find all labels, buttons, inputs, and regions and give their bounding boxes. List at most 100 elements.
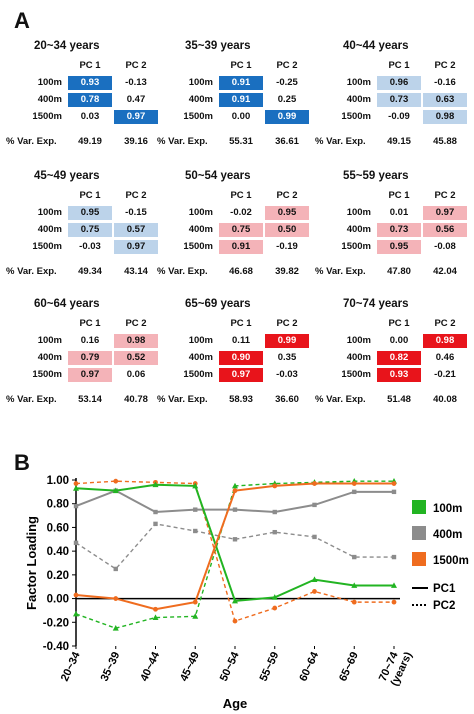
variance-explained-value: 43.14 <box>124 266 148 277</box>
column-header: PC 2 <box>434 318 456 329</box>
legend-swatch <box>412 552 426 566</box>
variance-explained-value: 49.19 <box>78 136 102 147</box>
loading-cell-pc2: 0.47 <box>126 94 146 105</box>
data-point <box>351 481 357 486</box>
loading-table: 70~74 years PC 1 PC 2 100m 0.00 0.98 400m 0.82 0… <box>315 298 471 408</box>
data-point <box>391 599 397 605</box>
loading-table: 35~39 years PC 1 PC 2 100m 0.91 -0.25 400m 0.91… <box>157 40 313 150</box>
row-label: 1500m <box>32 369 62 380</box>
y-tick-label: 0.60 <box>47 522 69 534</box>
age-group-title: 45~49 years <box>34 170 100 182</box>
variance-explained-label: % Var. Exp. <box>157 394 208 405</box>
column-header: PC 1 <box>230 318 252 329</box>
data-point <box>192 599 198 605</box>
age-group-title: 20~34 years <box>34 40 100 52</box>
loading-cell-pc2: 0.25 <box>277 94 297 105</box>
column-header: PC 1 <box>79 190 101 201</box>
loading-cell-pc1: 0.00 <box>389 335 409 346</box>
loading-cell-pc2: -0.15 <box>125 207 147 218</box>
loading-cell-pc1: 0.16 <box>80 335 100 346</box>
loading-cell-pc1: 0.90 <box>219 351 263 365</box>
variance-explained-value: 36.60 <box>275 394 299 405</box>
data-point <box>73 481 79 486</box>
variance-explained-value: 58.93 <box>229 394 253 405</box>
loading-cell-pc2: -0.19 <box>276 241 298 252</box>
loading-cell-pc1: 0.93 <box>377 368 421 382</box>
data-point <box>193 528 198 534</box>
loading-cell-pc1: 0.91 <box>219 240 263 254</box>
data-point <box>73 540 79 546</box>
variance-explained-value: 47.80 <box>387 266 411 277</box>
row-label: 1500m <box>183 369 213 380</box>
variance-explained-value: 51.48 <box>387 394 411 405</box>
variance-explained-label: % Var. Exp. <box>315 394 366 405</box>
variance-explained-value: 40.08 <box>433 394 457 405</box>
column-header: PC 1 <box>79 60 101 71</box>
loading-cell-pc1: -0.09 <box>388 111 410 122</box>
loading-table: 40~44 years PC 1 PC 2 100m 0.96 -0.16 400m 0.73… <box>315 40 471 150</box>
data-point <box>112 625 119 631</box>
loading-cell-pc1: 0.11 <box>232 335 250 346</box>
data-point <box>272 605 278 611</box>
factor-loading-chart: -0.40 -0.20 0.00 0.20 0.40 0.60 0.80 1.00 20~34 3… <box>24 475 469 711</box>
variance-explained-value: 55.31 <box>229 136 253 147</box>
row-label: 400m <box>188 352 213 363</box>
loading-cell-pc2: -0.08 <box>434 241 456 252</box>
row-label: 400m <box>346 224 371 235</box>
data-point <box>312 481 317 486</box>
loading-cell-pc1: 0.93 <box>68 76 112 90</box>
legend-label: 1500m <box>433 555 469 567</box>
x-tick-label: 65~69 <box>337 650 361 683</box>
column-header: PC 1 <box>388 190 410 201</box>
loading-cell-pc2: 0.98 <box>114 334 158 348</box>
y-tick-label: 0.00 <box>47 594 69 606</box>
data-point <box>113 596 119 601</box>
data-point <box>352 554 357 560</box>
row-label: 1500m <box>183 241 213 252</box>
y-tick-label: -0.20 <box>43 617 69 629</box>
row-label: 1500m <box>183 111 213 122</box>
x-tick-label: 55~59 <box>258 650 282 683</box>
age-group-title: 55~59 years <box>343 170 409 182</box>
loading-cell-pc2: -0.03 <box>276 369 298 380</box>
x-tick-label: 60~64 <box>297 649 321 683</box>
row-label: 100m <box>37 77 62 88</box>
variance-explained-value: 39.16 <box>124 136 148 147</box>
data-point <box>153 509 158 515</box>
loading-cell-pc2: 0.97 <box>114 110 158 124</box>
data-point <box>73 592 79 598</box>
row-label: 400m <box>188 94 213 105</box>
loading-cell-pc1: 0.03 <box>80 111 100 122</box>
loading-cell-pc2: 0.57 <box>114 223 158 237</box>
data-point <box>391 489 397 495</box>
row-label: 100m <box>346 335 371 346</box>
row-label: 1500m <box>32 111 62 122</box>
row-label: 400m <box>346 94 371 105</box>
variance-explained-value: 53.14 <box>78 394 102 405</box>
loading-cell-pc1: 0.97 <box>68 368 112 382</box>
x-tick-label: 35~39 <box>99 650 123 683</box>
data-point <box>311 576 318 582</box>
loading-cell-pc1: 0.73 <box>377 93 421 107</box>
variance-explained-label: % Var. Exp. <box>315 266 366 277</box>
loading-cell-pc2: 0.63 <box>423 93 467 107</box>
loading-cell-pc1: 0.82 <box>377 351 421 365</box>
loading-cell-pc2: 0.52 <box>114 351 158 365</box>
column-header: PC 2 <box>434 190 456 201</box>
data-point <box>192 482 199 489</box>
data-point <box>272 529 277 535</box>
legend-line-label: PC1 <box>433 583 456 595</box>
column-header: PC 2 <box>276 60 298 71</box>
y-tick-label: 0.20 <box>47 570 69 582</box>
loading-cell-pc2: 0.50 <box>265 223 309 237</box>
variance-explained-label: % Var. Exp. <box>6 266 57 277</box>
column-header: PC 2 <box>276 190 298 201</box>
data-point <box>193 507 198 512</box>
column-header: PC 2 <box>125 318 147 329</box>
data-point <box>232 618 238 624</box>
y-tick-label: 0.40 <box>47 546 69 558</box>
row-label: 400m <box>37 352 62 363</box>
loading-cell-pc2: 0.99 <box>265 334 309 348</box>
variance-explained-value: 40.78 <box>124 394 148 405</box>
data-point <box>312 589 317 594</box>
